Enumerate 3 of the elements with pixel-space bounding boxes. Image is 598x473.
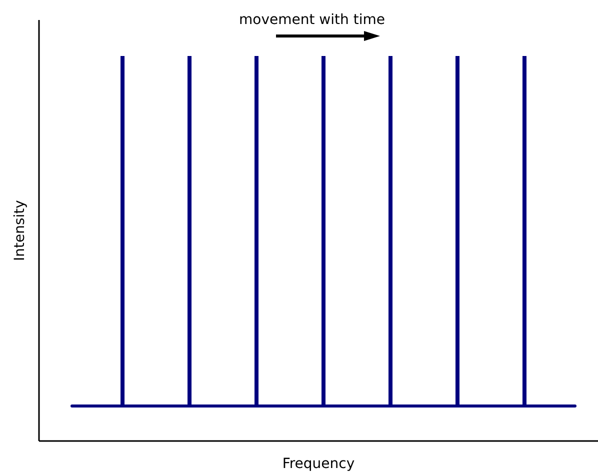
y-axis-title: Intensity	[12, 200, 28, 261]
x-axis-title: Frequency	[282, 456, 355, 472]
text: movement with time	[239, 12, 385, 28]
